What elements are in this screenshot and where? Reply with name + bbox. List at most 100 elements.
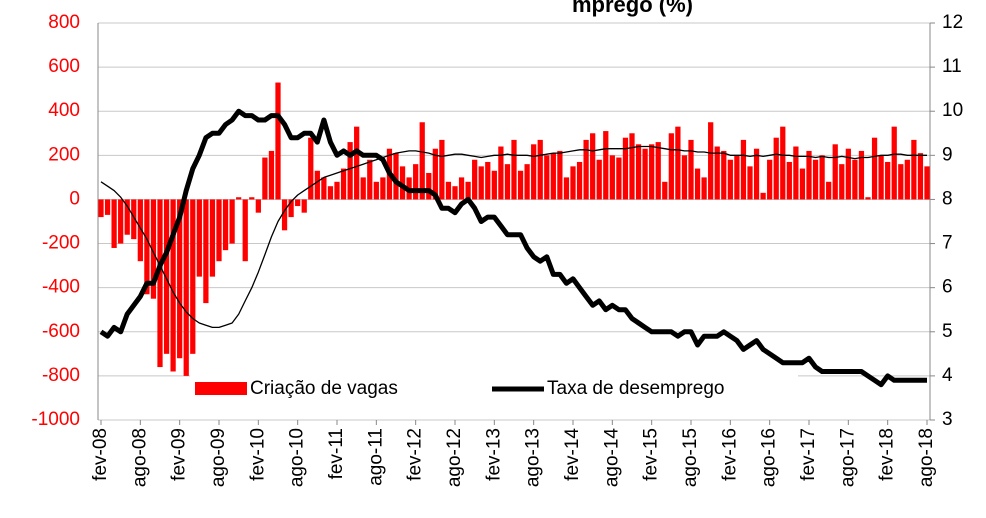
bar (767, 159, 773, 200)
bar (734, 155, 740, 200)
bar (511, 139, 517, 200)
bar (603, 131, 609, 200)
x-tick-label: ago-17 (837, 428, 858, 487)
bar (190, 199, 196, 354)
bar (898, 164, 904, 200)
bar (688, 139, 694, 200)
bar (314, 170, 320, 200)
bar (321, 177, 327, 200)
bar (885, 161, 891, 200)
bar (826, 181, 832, 200)
bar (701, 177, 707, 200)
bar (819, 155, 825, 200)
bar (452, 186, 458, 200)
bar (262, 157, 268, 200)
bar (340, 168, 347, 200)
y-tick-label: -1000 (31, 409, 80, 430)
bar (714, 146, 720, 200)
bar (891, 126, 897, 200)
bar (576, 161, 583, 200)
y-tick-label: 0 (69, 188, 80, 209)
bar (786, 161, 792, 200)
bar (760, 192, 766, 200)
bar (642, 148, 648, 200)
bar (367, 159, 373, 200)
bar (295, 199, 301, 207)
bar (694, 168, 701, 200)
bar (439, 139, 445, 200)
bar (537, 139, 543, 200)
bar (622, 137, 629, 200)
y2-tick-label: 6 (942, 277, 953, 298)
bar (104, 199, 111, 215)
bar (596, 159, 602, 200)
bar (399, 166, 406, 200)
bar (163, 199, 170, 354)
y-tick-label: -600 (42, 321, 80, 342)
chart-title: mprego (%) (572, 0, 693, 17)
x-tick-label: fev-08 (90, 428, 111, 481)
y-tick-label: -800 (42, 365, 80, 386)
bar (472, 159, 478, 200)
bar (393, 153, 399, 200)
y-tick-label: 800 (48, 12, 80, 33)
bar (131, 199, 137, 240)
bar (177, 199, 183, 359)
bar (557, 150, 563, 200)
y2-tick-label: 10 (942, 100, 963, 121)
bar (924, 166, 930, 200)
bar (281, 199, 288, 231)
x-tick-label: ago-18 (916, 428, 937, 487)
bar (432, 148, 438, 200)
bar (727, 159, 733, 200)
legend-swatch (195, 382, 247, 395)
x-tick-label: fev-12 (405, 428, 426, 481)
bar (458, 177, 465, 200)
y2-tick-label: 5 (942, 321, 953, 342)
bar (327, 186, 334, 200)
x-tick-label: ago-15 (680, 428, 701, 487)
x-tick-label: fev-10 (247, 428, 268, 481)
bar (498, 146, 504, 200)
legend-label: Taxa de desemprego (547, 378, 724, 399)
legend-label: Criação de vagas (250, 378, 398, 399)
bar (852, 159, 858, 200)
bar (517, 170, 524, 200)
bar (222, 199, 229, 251)
bar (255, 199, 261, 213)
bar (708, 122, 714, 200)
bar (616, 157, 622, 200)
line-series (99, 108, 927, 388)
bar (865, 197, 871, 200)
bar (544, 155, 550, 200)
bar (839, 164, 845, 200)
x-tick-label: ago-08 (129, 428, 150, 487)
bar (478, 166, 484, 200)
x-tick-label: fev-16 (719, 428, 740, 481)
x-tick-label: ago-14 (601, 428, 622, 488)
y-tick-label: -200 (42, 233, 80, 254)
bar (878, 155, 884, 200)
x-tick-label: fev-18 (877, 428, 898, 481)
bar (137, 199, 143, 262)
bar (242, 199, 248, 262)
bar (681, 155, 688, 200)
y2-tick-label: 7 (942, 233, 953, 254)
bar (157, 199, 163, 368)
bar (662, 181, 668, 200)
y-tick-label: 400 (48, 100, 80, 121)
bar (485, 161, 491, 200)
bar (196, 199, 202, 277)
bar (216, 199, 222, 262)
bar (590, 133, 596, 200)
bar (150, 199, 157, 299)
bar (426, 172, 432, 200)
bar (917, 153, 924, 200)
bar (845, 148, 851, 200)
bar (111, 199, 117, 248)
y2-tick-label: 11 (942, 56, 962, 77)
x-tick-label: ago-10 (287, 428, 308, 487)
x-tick-label: ago-13 (523, 428, 544, 487)
x-tick-label: ago-16 (759, 428, 780, 487)
bar (236, 197, 242, 200)
